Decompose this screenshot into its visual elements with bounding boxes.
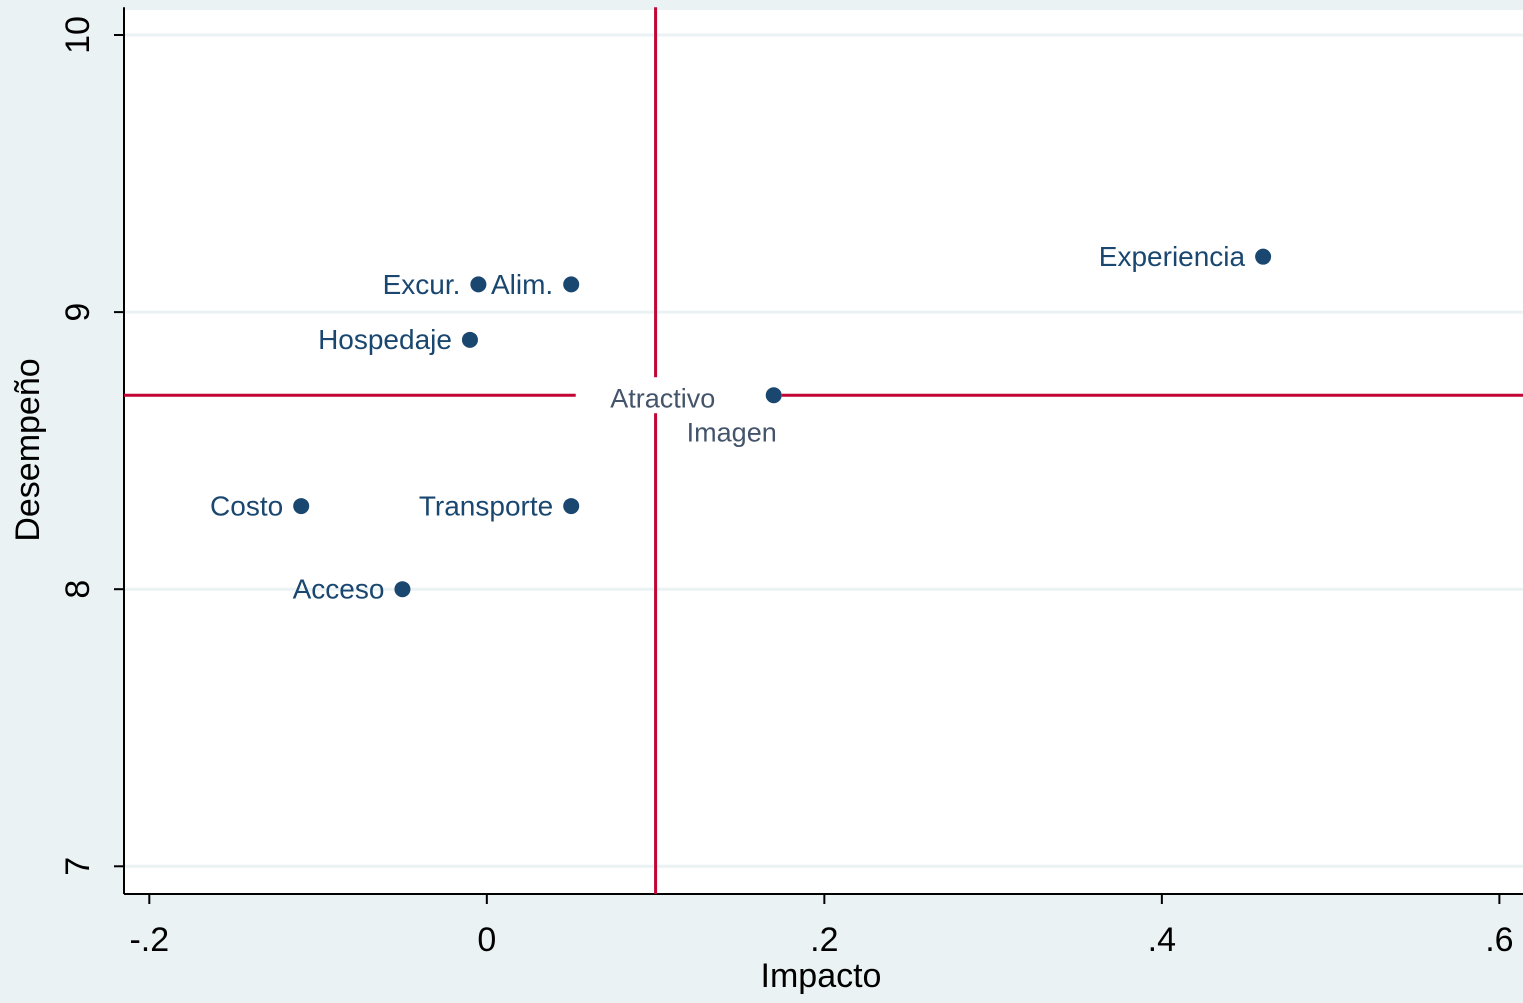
plot-area bbox=[124, 10, 1523, 894]
point bbox=[563, 498, 580, 515]
point bbox=[1255, 248, 1272, 265]
annotation: Atractivo bbox=[610, 383, 715, 413]
point-label: Imagen bbox=[687, 417, 777, 447]
x-tick-label: -.2 bbox=[129, 921, 169, 959]
y-tick-label: 9 bbox=[59, 303, 97, 322]
x-tick-label: .4 bbox=[1148, 921, 1176, 959]
point bbox=[765, 387, 782, 404]
point bbox=[394, 581, 411, 598]
y-tick-label: 10 bbox=[59, 16, 97, 54]
y-tick-label: 8 bbox=[59, 580, 97, 599]
point bbox=[293, 498, 310, 515]
y-tick-label: 7 bbox=[59, 857, 97, 876]
x-axis-label: Impacto bbox=[761, 957, 882, 995]
x-tick-label: .2 bbox=[810, 921, 838, 959]
point bbox=[563, 276, 580, 293]
point-label: Hospedaje bbox=[318, 324, 452, 355]
point-label: Acceso bbox=[293, 574, 385, 605]
point-label: Excur. bbox=[383, 269, 461, 300]
point bbox=[470, 276, 487, 293]
point-label: Costo bbox=[210, 490, 283, 521]
label-box bbox=[575, 377, 782, 414]
point-label: Alim. bbox=[491, 269, 553, 300]
point bbox=[461, 331, 478, 348]
x-tick-label: .6 bbox=[1485, 921, 1513, 959]
x-tick-label: 0 bbox=[477, 921, 496, 959]
point-label: Experiencia bbox=[1099, 241, 1246, 272]
y-axis-label: Desempeño bbox=[9, 358, 47, 541]
point-label: Transporte bbox=[419, 490, 553, 521]
